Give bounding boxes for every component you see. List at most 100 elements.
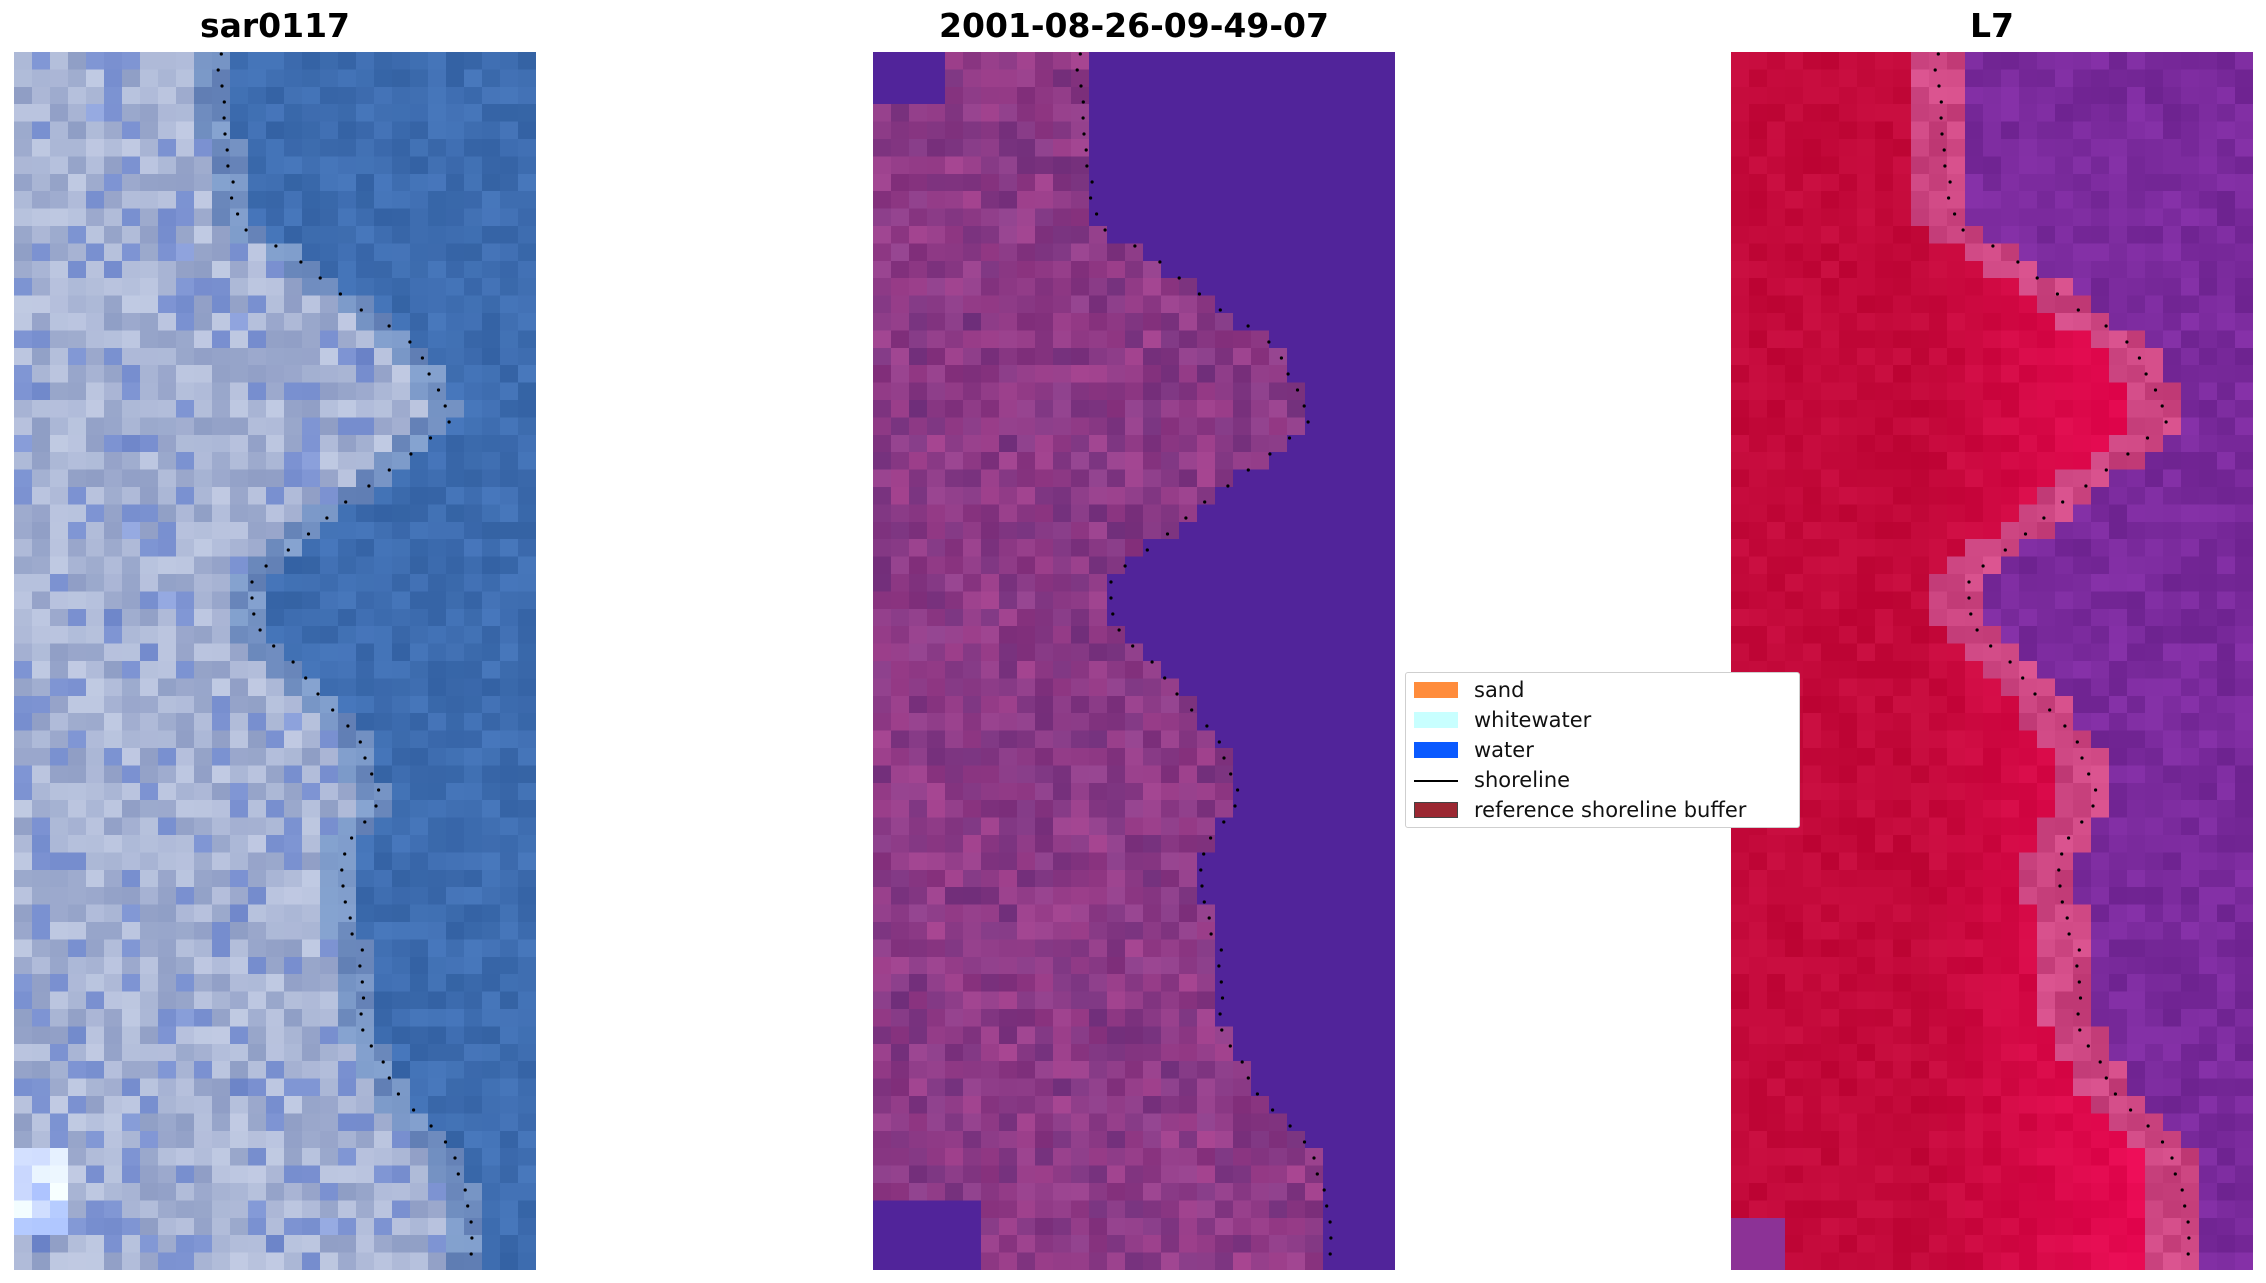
shoreline-point (387, 324, 391, 328)
shoreline-point (453, 1156, 457, 1160)
legend-label-whitewater: whitewater (1474, 708, 1592, 732)
shoreline-point (1329, 1236, 1333, 1240)
shoreline-point (344, 500, 348, 504)
shoreline-point (1302, 1140, 1307, 1144)
shoreline-point (1081, 116, 1085, 120)
shoreline-point (2067, 836, 2071, 840)
shoreline-point (408, 340, 412, 344)
shoreline-point (1246, 468, 1250, 472)
shoreline-point (1219, 980, 1223, 984)
shoreline-point (1085, 164, 1089, 168)
shoreline-point (2008, 660, 2012, 664)
shoreline-point (1233, 804, 1237, 808)
shoreline-point (2087, 772, 2091, 776)
shoreline-point (1158, 260, 1162, 264)
shoreline-point (2077, 980, 2081, 984)
shoreline-point (1975, 628, 1979, 632)
shoreline-point (1095, 212, 1099, 216)
shoreline-point (222, 116, 226, 120)
shoreline-point (1123, 564, 1127, 568)
shoreline-point (225, 148, 229, 152)
shoreline-point (2078, 996, 2083, 1000)
shoreline-point (447, 420, 451, 424)
shoreline-point (1287, 436, 1292, 440)
shoreline-point (2164, 420, 2168, 424)
shoreline-point (1075, 68, 1079, 72)
shoreline-overlay (1075, 52, 1333, 1256)
shoreline-point (1117, 628, 1121, 632)
shoreline-point (2080, 820, 2084, 824)
shoreline-point (226, 164, 230, 168)
shoreline-point (2058, 884, 2062, 888)
shoreline-point (2126, 452, 2130, 456)
shoreline-point (1312, 1156, 1316, 1160)
legend-label-reference-buffer: reference shoreline buffer (1474, 798, 1747, 822)
shoreline-point (2084, 484, 2088, 488)
shoreline-point (360, 980, 364, 984)
shoreline-point (359, 1012, 363, 1016)
rgb-image-panel (14, 52, 536, 1270)
shoreline-point (1109, 596, 1113, 600)
shoreline-point (2076, 308, 2080, 312)
shoreline-point (2186, 1220, 2190, 1224)
shoreline-point (1236, 788, 1240, 792)
shoreline-point (1939, 100, 1943, 104)
legend: sand whitewater water shoreline referenc… (1405, 672, 1800, 828)
shoreline-point (1969, 612, 1973, 616)
shoreline-point (2042, 516, 2046, 520)
shoreline-point (2137, 356, 2141, 360)
shoreline-point (1302, 404, 1306, 408)
shoreline-point (272, 644, 276, 648)
shoreline-point (1082, 132, 1086, 136)
shoreline-point (2061, 500, 2065, 504)
shoreline-point (1079, 84, 1083, 88)
shoreline-point (1081, 100, 1085, 104)
shoreline-point (1937, 84, 1941, 88)
shoreline-point (1288, 1124, 1292, 1128)
shoreline-point (350, 932, 354, 936)
shoreline-point (370, 772, 374, 776)
shoreline-point (1078, 52, 1082, 56)
shoreline-point (1991, 244, 1995, 248)
shoreline-point (1165, 532, 1170, 536)
shoreline-point (1089, 196, 1093, 200)
shoreline-point (222, 100, 226, 104)
shoreline-point (1109, 580, 1113, 584)
shoreline-point (2078, 1028, 2082, 1032)
shoreline-point (2160, 1140, 2165, 1144)
shoreline-point (331, 708, 335, 712)
shoreline-point (2144, 372, 2148, 376)
shoreline-point (1943, 164, 1947, 168)
shoreline-point (409, 452, 413, 456)
shoreline-point (318, 276, 322, 280)
shoreline-point (1322, 1188, 1326, 1192)
shoreline-point (1933, 68, 1937, 72)
legend-item-reference-buffer: reference shoreline buffer (1414, 796, 1746, 824)
classified-image (873, 52, 1395, 1270)
legend-label-sand: sand (1474, 678, 1525, 702)
shoreline-point (1939, 116, 1943, 120)
shoreline-point (1226, 484, 1230, 488)
shoreline-point (2055, 292, 2059, 296)
shoreline-point (220, 84, 224, 88)
shoreline-point (250, 596, 254, 600)
shoreline-point (1202, 852, 1206, 856)
shoreline-point (348, 916, 352, 920)
shoreline-point (1306, 420, 1310, 424)
shoreline-point (1090, 180, 1094, 184)
shoreline-point (1199, 868, 1203, 872)
shoreline-point (299, 260, 303, 264)
shoreline-point (360, 948, 364, 952)
shoreline-point (2033, 692, 2037, 696)
shoreline-point (2086, 1044, 2090, 1048)
shoreline-point (361, 1028, 365, 1032)
shoreline-point (363, 756, 367, 760)
shoreline-point (1222, 820, 1226, 824)
shoreline-point (2076, 1012, 2080, 1016)
shoreline-point (1967, 596, 1971, 600)
water-swatch (1414, 742, 1458, 758)
shoreline-point (2104, 1076, 2108, 1080)
shoreline-point (2186, 1252, 2190, 1256)
shoreline-point (1197, 292, 1201, 296)
reference-buffer-swatch (1414, 802, 1458, 818)
